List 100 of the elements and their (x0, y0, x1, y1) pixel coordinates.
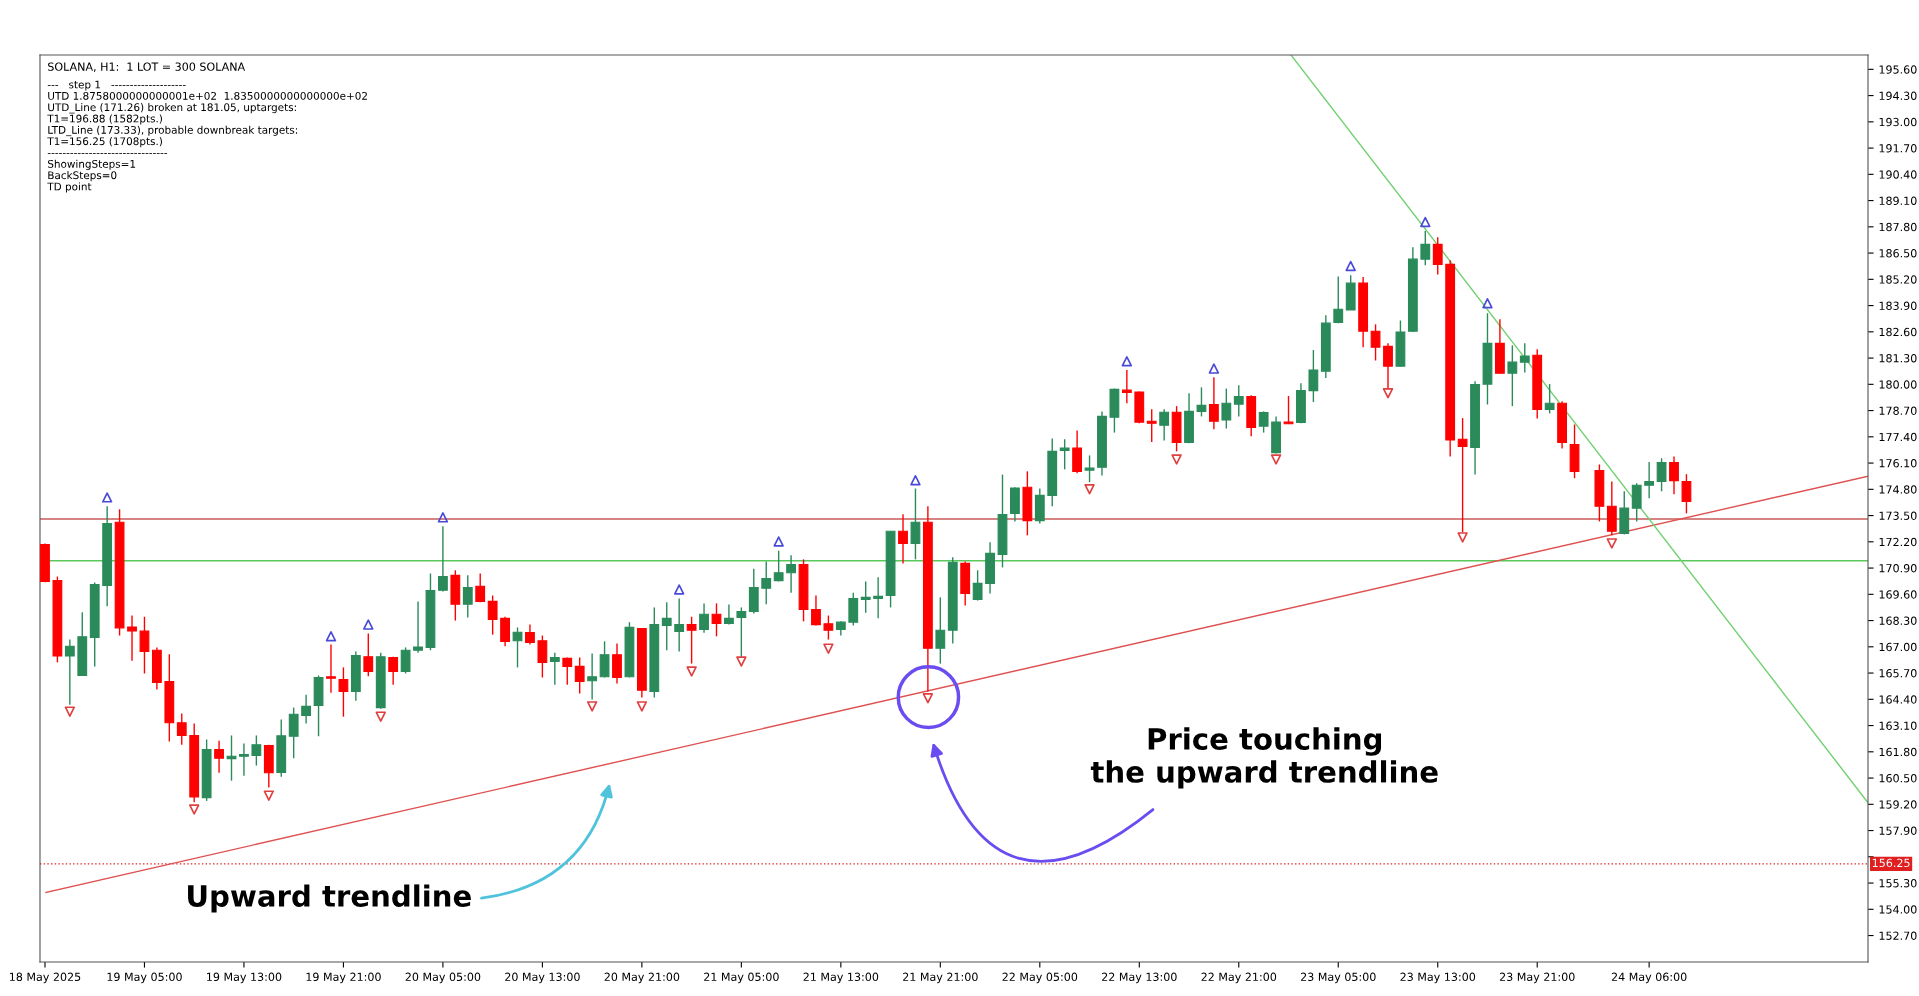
annotation: UTD 1.8758000000000001e+02 1.8350000000000000e+02 (48, 91, 367, 100)
candlestick (786, 554, 797, 594)
point (1420, 216, 1431, 228)
y-tick-label: 194.30 (1879, 91, 1917, 100)
y-tick-label: 165.70 (1879, 669, 1917, 678)
point (437, 512, 449, 523)
point (375, 711, 386, 722)
annotation: TD point (47, 182, 92, 193)
text: SOLANA, H1: 1 LOT = 300 SOLANA (48, 62, 246, 72)
candlestick (811, 594, 821, 627)
point (736, 656, 747, 667)
y-tick-label: 189.10 (1879, 196, 1917, 205)
point (686, 666, 697, 677)
x-tick-label: 19 May 13:00 (207, 972, 282, 984)
y-tick-label: 186.50 (1879, 249, 1917, 258)
candlestick (562, 656, 573, 686)
candlestick (574, 656, 585, 695)
y-tick-label: 176.10 (1879, 459, 1917, 468)
candlestick (1420, 230, 1431, 266)
candlestick (1544, 383, 1555, 415)
candlestick (512, 626, 523, 669)
point (922, 693, 934, 704)
annotation: --- step 1 -------------------- (47, 80, 186, 91)
candlestick (587, 652, 598, 701)
x-tick-label: 22 May 13:00 (1102, 972, 1177, 984)
y-tick-label: 169.60 (1879, 590, 1917, 599)
candlestick (873, 576, 884, 620)
candlestick (935, 596, 946, 665)
y-tick-label: 177.40 (1879, 432, 1917, 442)
candlestick (388, 656, 399, 686)
point (636, 701, 648, 712)
y-tick-label: 191.70 (1879, 144, 1917, 153)
candlestick (674, 597, 685, 653)
point (1457, 532, 1468, 543)
y-tick-label: 155.30 (1879, 879, 1917, 888)
y-tick-label: 174.80 (1879, 485, 1917, 494)
point (363, 619, 374, 630)
candlestick (1121, 369, 1132, 404)
y-tick-label: 193.00 (1879, 117, 1917, 127)
candlestick (823, 614, 834, 641)
candlestick (400, 646, 411, 675)
candlestick (537, 634, 548, 679)
point (586, 701, 598, 712)
candlestick (338, 666, 349, 718)
ref-line-label: 156.25 (1872, 858, 1910, 868)
candlestick (326, 643, 336, 694)
candlestick (1283, 395, 1294, 425)
candlestick (1308, 349, 1319, 403)
candlestick (64, 638, 75, 706)
point (101, 492, 113, 503)
annotation: Price touching the upward trendline (1090, 727, 1438, 789)
candlestick (724, 603, 734, 626)
candlestick (1631, 482, 1642, 523)
candlestick (525, 623, 535, 646)
candlestick (1072, 429, 1083, 475)
point (263, 790, 275, 801)
annotation: Upward trendline (188, 884, 471, 913)
candlestick (1146, 408, 1157, 443)
point (1208, 363, 1220, 374)
point (325, 631, 337, 642)
y-tick-label: 164.40 (1879, 695, 1917, 704)
point (1382, 387, 1394, 399)
candlestick (239, 742, 249, 777)
candlestick (363, 632, 374, 677)
candlestick (226, 734, 237, 782)
x-tick-label: 22 May 05:00 (1002, 972, 1078, 984)
candlestick (1233, 384, 1244, 418)
x-tick-label: 18 May 2025 (9, 972, 81, 984)
candlestick (1221, 387, 1232, 430)
y-tick-label: 182.60 (1879, 327, 1917, 337)
y-tick-label: 178.70 (1879, 406, 1917, 415)
candlestick (1656, 457, 1667, 493)
candlestick (413, 600, 423, 654)
point (64, 706, 76, 717)
y-tick-label: 172.20 (1879, 537, 1917, 547)
point (773, 536, 784, 547)
point (673, 584, 685, 595)
candlestick (437, 525, 448, 593)
candlestick (139, 616, 150, 675)
candlestick (860, 580, 871, 614)
candlestick (1432, 236, 1443, 276)
point (188, 804, 200, 815)
candlestick (1507, 344, 1518, 407)
y-tick-label: 160.50 (1879, 774, 1917, 783)
candlestick (127, 614, 137, 662)
point (823, 643, 834, 654)
candlestick (711, 602, 722, 638)
candlestick (773, 550, 784, 583)
point (1345, 260, 1356, 272)
annotation: -------------------------------- (47, 153, 168, 154)
y-tick-label: 195.60 (1879, 65, 1917, 74)
candlestick (699, 602, 709, 634)
candlestick (612, 642, 622, 685)
x-tick-label: 19 May 05:00 (107, 972, 182, 984)
candlestick (462, 574, 473, 619)
x-tick-label: 22 May 21:00 (1201, 972, 1277, 984)
y-tick-label: 152.70 (1879, 931, 1917, 940)
y-tick-label: 167.00 (1879, 642, 1917, 652)
point (1121, 356, 1133, 367)
candlestick (1159, 408, 1170, 442)
